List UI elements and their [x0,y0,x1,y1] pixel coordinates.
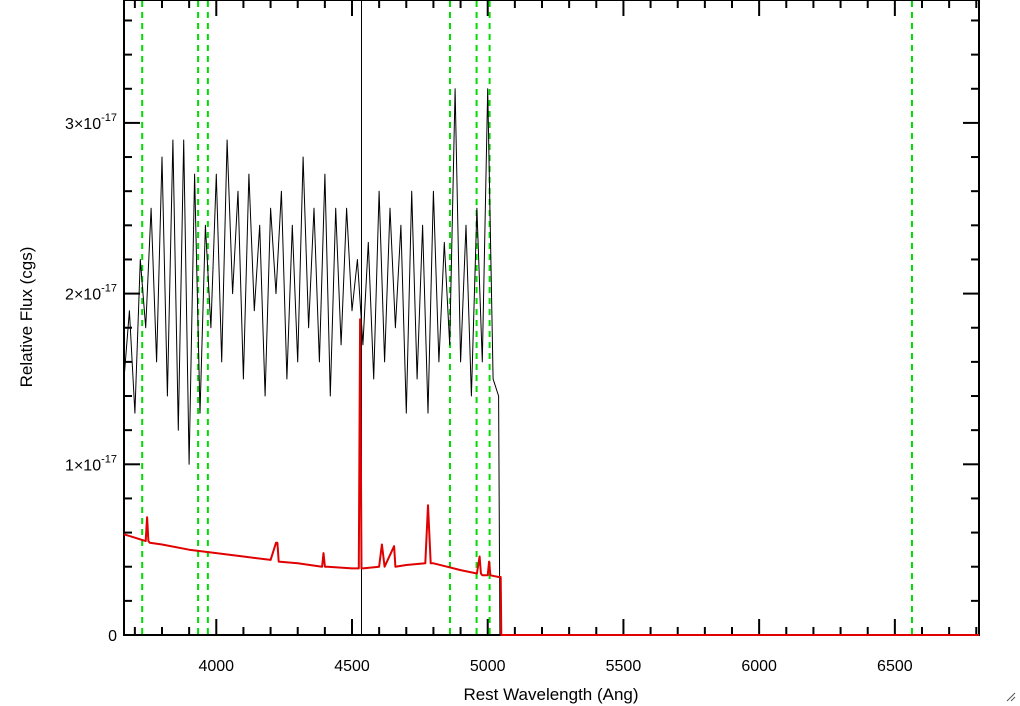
y-tick-exponent: -17 [101,283,117,295]
x-tick-label: 4000 [198,658,234,675]
resize-grip-icon[interactable] [1004,690,1016,702]
x-tick-label: 4500 [334,658,370,675]
y-tick-exponent: -17 [101,112,117,124]
x-tick-label: 6500 [877,658,913,675]
x-tick-label: 6000 [741,658,777,675]
x-tick-label: 5000 [470,658,506,675]
observed-spectrum-line [123,88,979,636]
series-layer [123,88,979,636]
y-axis-label: Relative Flux (cgs) [17,247,36,388]
y-tick-label: 1×10-17 [65,453,117,474]
y-tick-mantissa: 3×10 [65,116,101,133]
y-tick-mantissa: 2×10 [65,287,101,304]
x-axis-label: Rest Wavelength (Ang) [463,685,638,704]
y-tick-mantissa: 1×10 [65,457,101,474]
model-spectrum-line [123,318,979,636]
y-tick-label: 0 [108,628,117,645]
x-tick-label: 5500 [606,658,642,675]
y-tick-mantissa: 0 [108,628,117,645]
y-tick-exponent: -17 [101,453,117,465]
plot-frame [123,0,980,636]
y-axis-ticks: 01×10-172×10-173×10-17 [65,19,979,645]
x-axis-ticks: 4000 4500 5000 5500 6000 6500 [133,0,978,675]
vertical-markers [141,1,913,634]
y-tick-label: 3×10-17 [65,112,117,133]
y-tick-label: 2×10-17 [65,283,117,304]
